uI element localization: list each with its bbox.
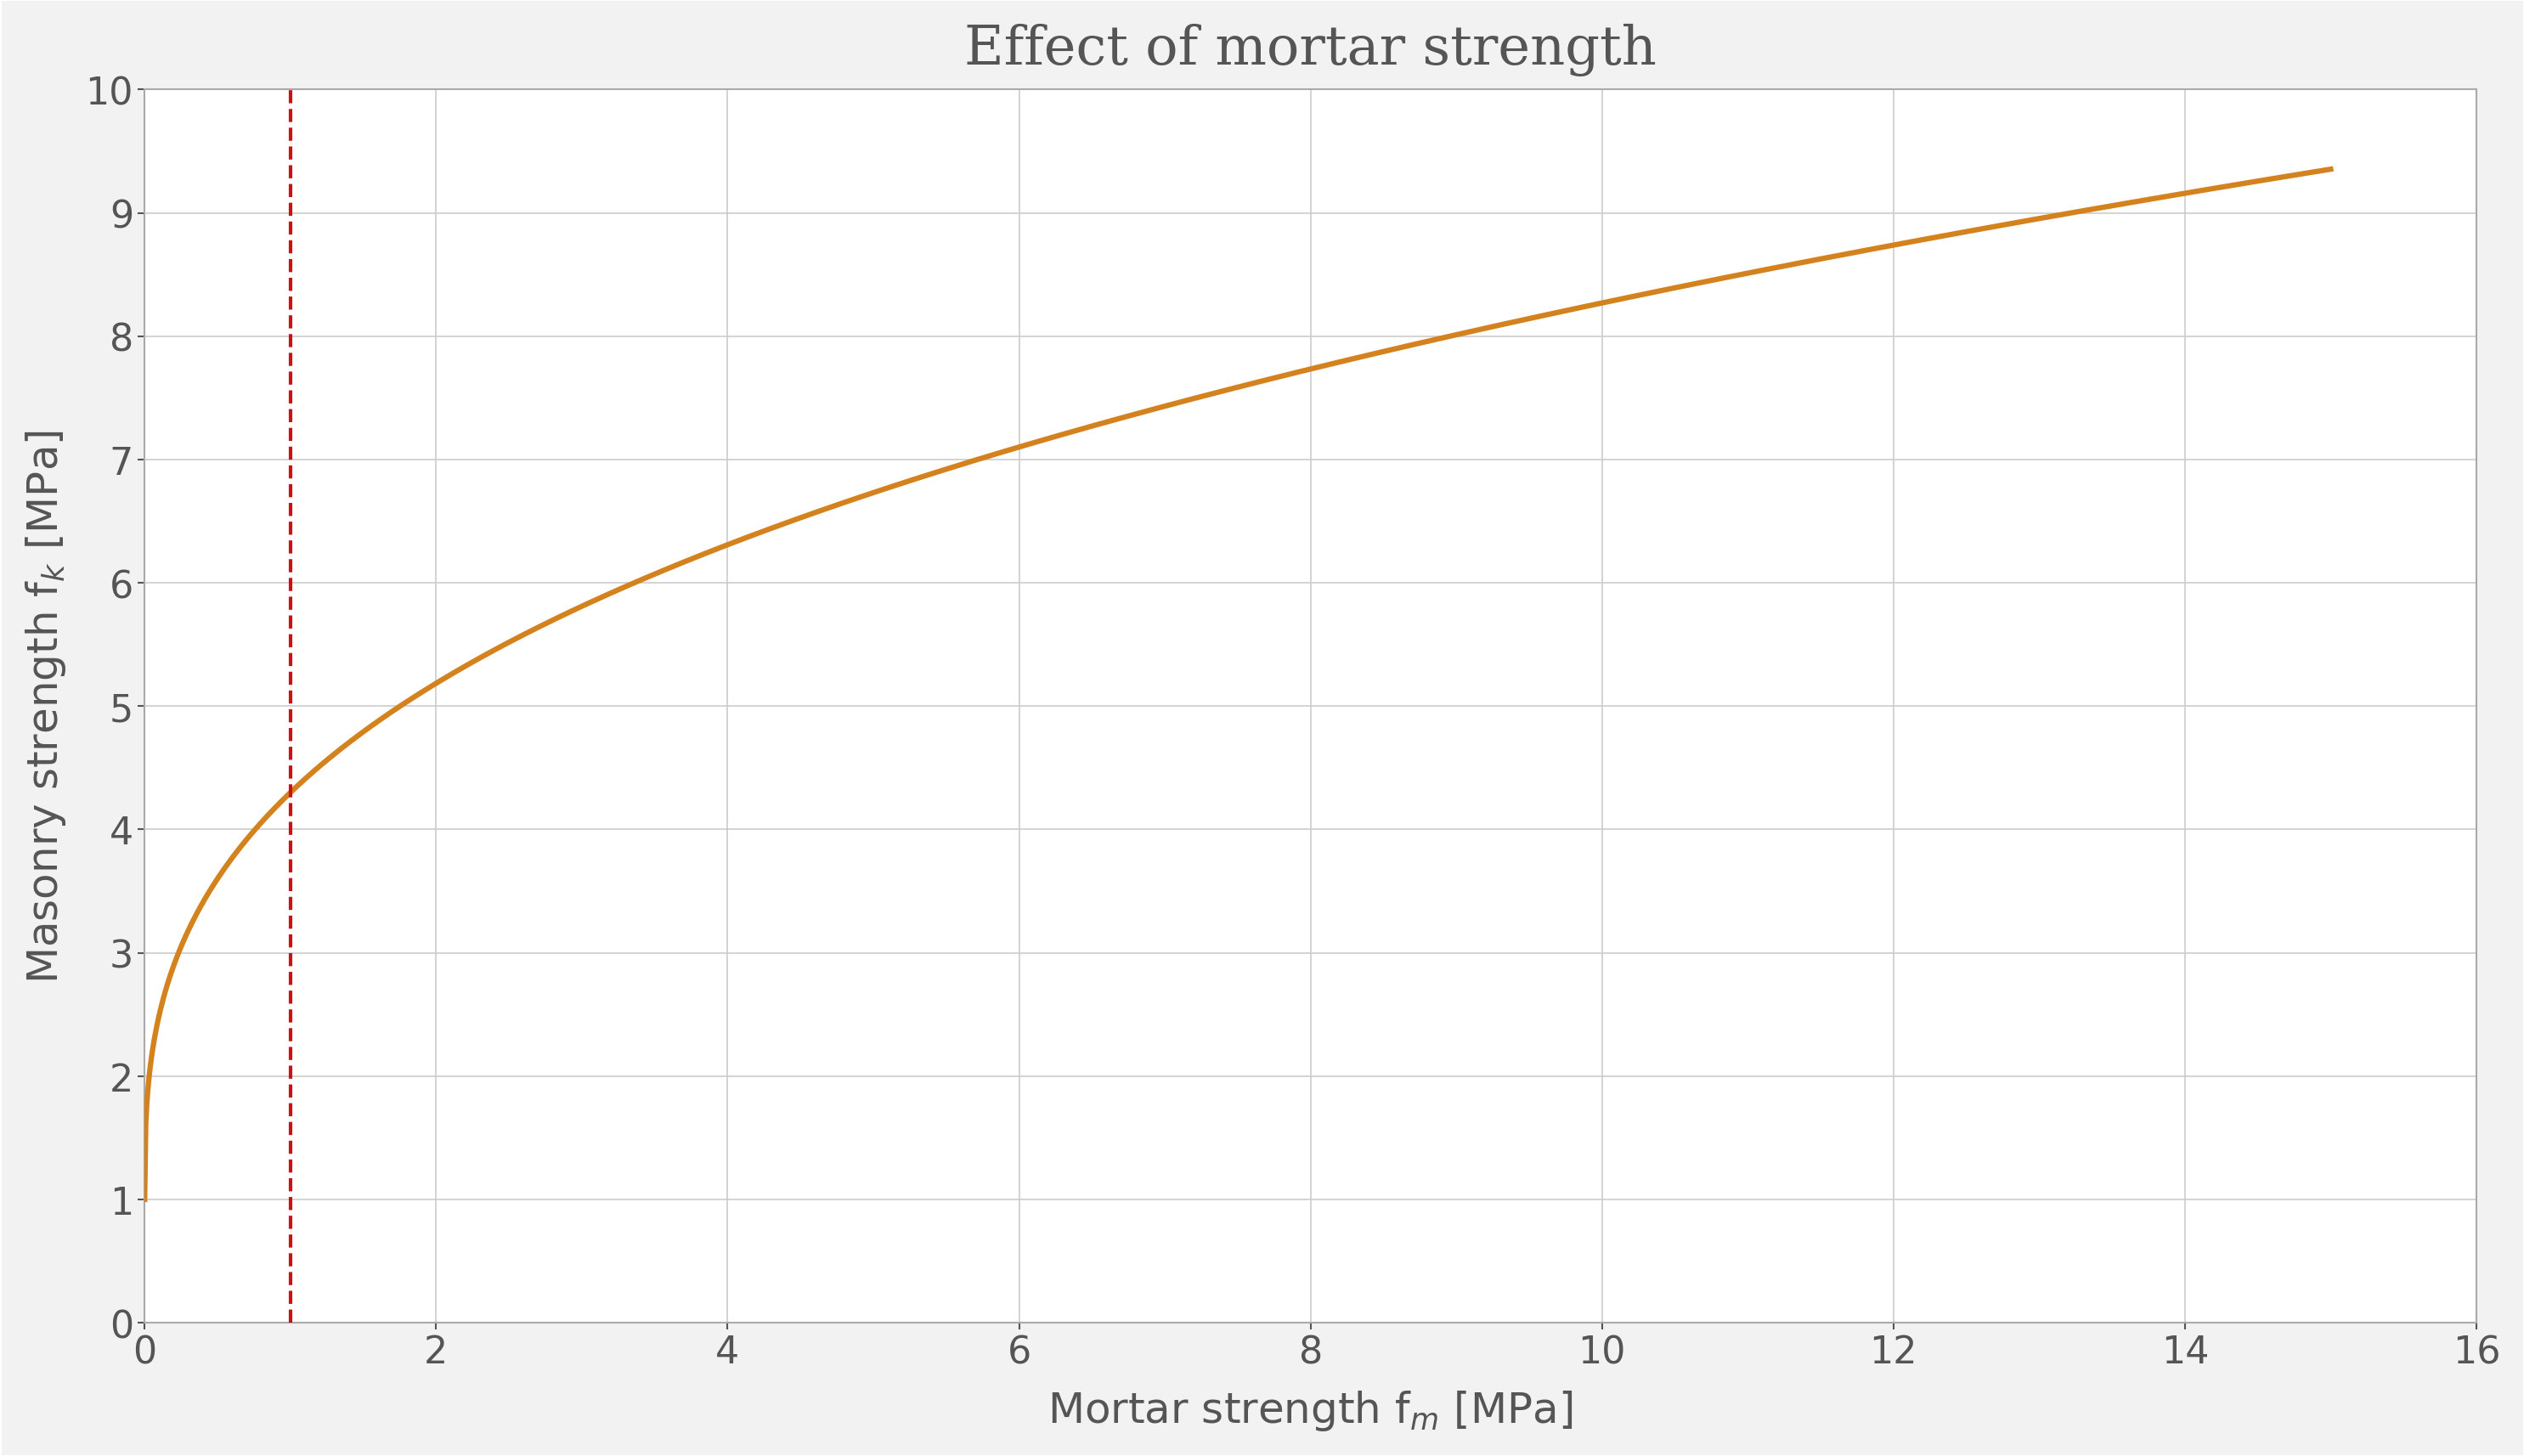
Y-axis label: Masonry strength f$_k$ [MPa]: Masonry strength f$_k$ [MPa] <box>23 430 68 983</box>
X-axis label: Mortar strength f$_m$ [MPa]: Mortar strength f$_m$ [MPa] <box>1047 1388 1572 1433</box>
Title: Effect of mortar strength: Effect of mortar strength <box>964 23 1656 76</box>
